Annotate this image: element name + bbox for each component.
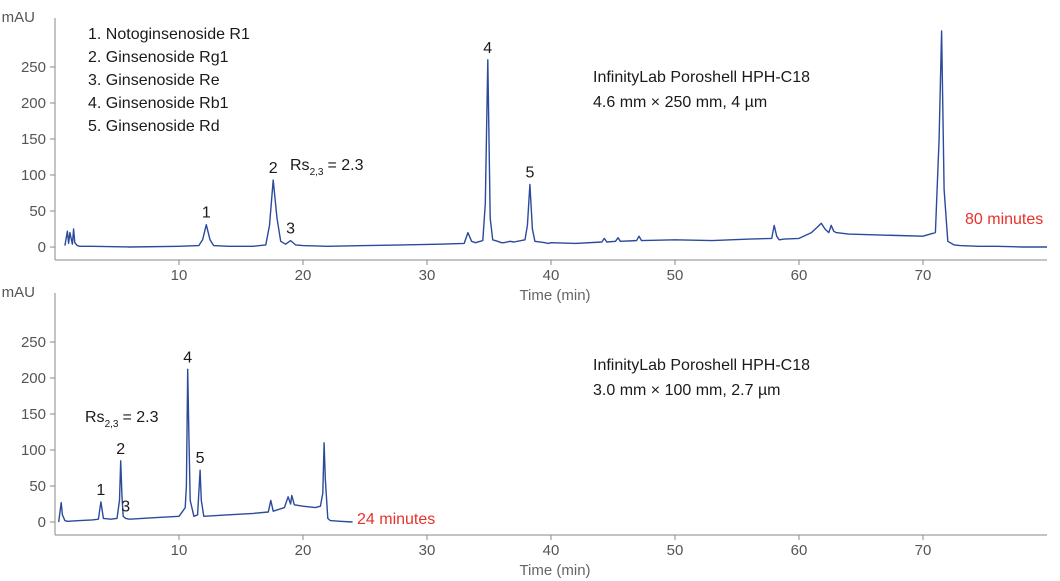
x-tick-label: 40: [543, 542, 560, 559]
run-time-label: 80 minutes: [965, 211, 1043, 228]
x-tick-label: 60: [791, 267, 808, 284]
x-tick-label: 30: [419, 267, 436, 284]
x-tick-label: 70: [915, 542, 932, 559]
x-axis-label: Time (min): [519, 287, 590, 304]
x-tick-label: 50: [667, 267, 684, 284]
y-tick-label: 150: [21, 131, 46, 148]
x-tick-label: 60: [791, 542, 808, 559]
y-axis-label: mAU: [2, 284, 35, 301]
x-tick-label: 50: [667, 542, 684, 559]
chart-panel-2: 0 50 100 150 200 250 mAU 10 20 30 40 50 60 70 Time (mi…: [2, 284, 1047, 579]
resolution-subscript: 2,3: [310, 167, 324, 178]
x-tick-label: 40: [543, 267, 560, 284]
chart-panel-1: 0 50 100 150 200 250 mAU 10 20 30 40 50 60 70 Time (mi…: [2, 9, 1047, 304]
peak-label-1: 1: [96, 482, 105, 499]
y-tick-label: 0: [38, 239, 46, 256]
peak-label-3: 3: [121, 498, 130, 515]
peak-label-2: 2: [269, 160, 278, 177]
x-tick-label: 10: [171, 267, 188, 284]
x-tick-label: 10: [171, 542, 188, 559]
peak-label-1: 1: [202, 205, 211, 222]
peak-label-2: 2: [116, 441, 125, 458]
column-description: InfinityLab Poroshell HPH-C18: [593, 357, 810, 374]
chromatogram-trace: [58, 368, 353, 523]
y-tick-label: 150: [21, 406, 46, 423]
y-tick-label: 200: [21, 370, 46, 387]
legend-entry: 4. Ginsenoside Rb1: [88, 95, 229, 112]
peak-label-5: 5: [196, 450, 205, 467]
peak-label-4: 4: [183, 349, 192, 366]
legend-entry: 3. Ginsenoside Re: [88, 72, 220, 89]
column-description: InfinityLab Poroshell HPH-C18: [593, 69, 810, 86]
resolution-value: = 2.3: [327, 157, 363, 174]
y-tick-label: 0: [38, 514, 46, 531]
x-tick-label: 70: [915, 267, 932, 284]
y-tick-label: 250: [21, 59, 46, 76]
peak-label-3: 3: [286, 221, 295, 238]
resolution-symbol: Rs: [85, 409, 105, 426]
column-description: 4.6 mm × 250 mm, 4 µm: [593, 94, 767, 111]
resolution-value: = 2.3: [122, 409, 158, 426]
y-tick-label: 250: [21, 334, 46, 351]
legend-entry: 1. Notoginsenoside R1: [88, 26, 250, 43]
column-description: 3.0 mm × 100 mm, 2.7 µm: [593, 382, 781, 399]
y-tick-label: 100: [21, 167, 46, 184]
x-tick-label: 20: [295, 267, 312, 284]
peak-label-4: 4: [483, 40, 492, 57]
chromatogram-trace: [64, 30, 1047, 248]
peak-label-5: 5: [525, 164, 534, 181]
resolution-annotation: Rs2,3 = 2.3: [290, 157, 364, 178]
x-tick-label: 30: [419, 542, 436, 559]
x-tick-label: 20: [295, 542, 312, 559]
resolution-annotation: Rs2,3 = 2.3: [85, 409, 159, 430]
legend-entry: 5. Ginsenoside Rd: [88, 118, 220, 135]
y-tick-label: 50: [29, 203, 46, 220]
y-tick-label: 200: [21, 95, 46, 112]
run-time-label: 24 minutes: [357, 511, 435, 528]
resolution-symbol: Rs: [290, 157, 310, 174]
y-tick-label: 100: [21, 442, 46, 459]
legend-entry: 2. Ginsenoside Rg1: [88, 49, 229, 66]
y-axis-label: mAU: [2, 9, 35, 26]
x-axis-label: Time (min): [519, 562, 590, 579]
resolution-subscript: 2,3: [105, 419, 119, 430]
y-tick-label: 50: [29, 478, 46, 495]
